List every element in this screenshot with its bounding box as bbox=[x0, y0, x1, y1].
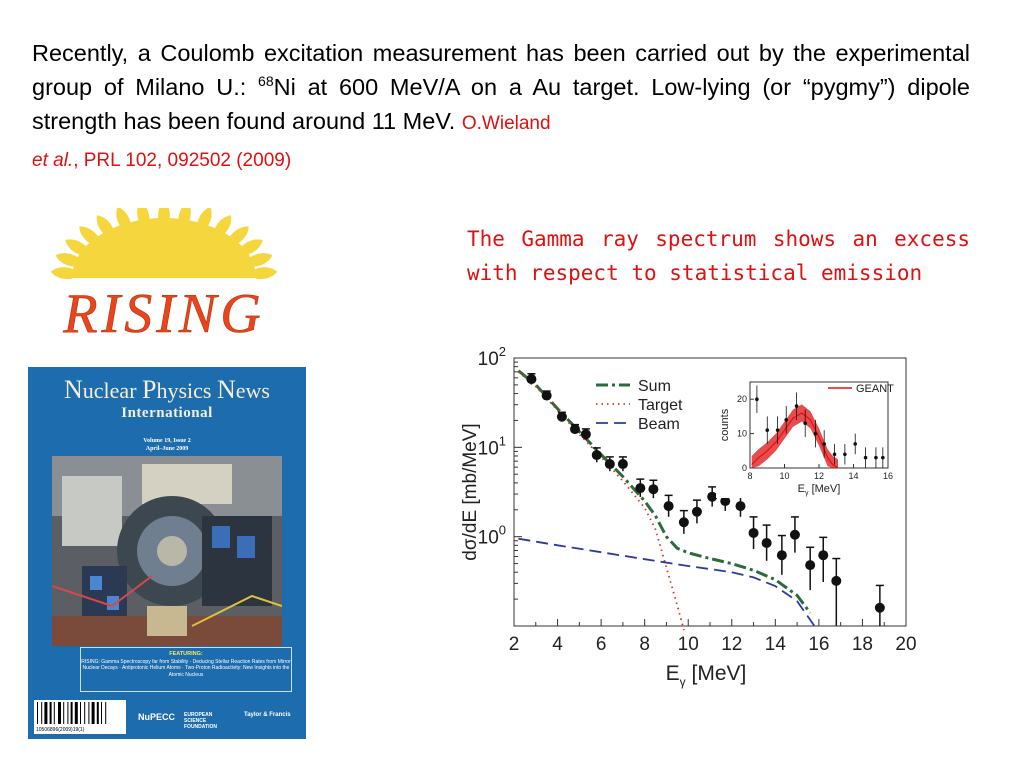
inset-x-tick-label: 14 bbox=[848, 471, 858, 481]
y-tick-label: 100 bbox=[478, 523, 506, 549]
cover-volume: Volume 19, Issue 2 April–June 2009 bbox=[143, 438, 191, 452]
x-axis-label: Eγ [MeV] bbox=[666, 662, 747, 689]
y-tick-label: 102 bbox=[478, 344, 506, 370]
x-tick-label: 10 bbox=[678, 634, 699, 655]
esf-logo: EUROPEAN SCIENCE FOUNDATION bbox=[184, 712, 217, 730]
legend-label-sum: Sum bbox=[638, 378, 671, 395]
series-line-target bbox=[517, 371, 685, 631]
cover-featuring-box: FEATURING: RISING: Gamma Spectroscopy far… bbox=[80, 647, 292, 692]
reference-author: O.Wieland bbox=[461, 113, 551, 134]
data-point bbox=[818, 550, 829, 561]
data-point bbox=[604, 459, 615, 470]
inset-x-axis-label: Eγ [MeV] bbox=[798, 483, 841, 497]
inset-data-point bbox=[832, 452, 837, 457]
inset-data-point bbox=[874, 455, 878, 460]
inset-y-tick-label: 10 bbox=[737, 429, 747, 439]
data-point bbox=[735, 501, 746, 512]
data-point bbox=[648, 484, 659, 495]
x-tick-label: 8 bbox=[639, 634, 650, 655]
data-point bbox=[541, 390, 552, 401]
rising-logo: RISING bbox=[50, 208, 278, 345]
inset-data-point bbox=[822, 442, 826, 446]
data-point bbox=[761, 537, 772, 548]
legend-label-target: Target bbox=[638, 397, 683, 414]
data-point bbox=[707, 491, 718, 502]
x-tick-label: 2 bbox=[509, 634, 520, 655]
data-point bbox=[580, 429, 591, 440]
reference-journal: , PRL 102, 092502 (2009) bbox=[73, 150, 292, 171]
isotope-mass-number: 68 bbox=[258, 73, 274, 89]
inset-data-point bbox=[775, 428, 780, 432]
cover-footer: 10506896(2009)19(1) NuPECC EUROPEAN SCIE… bbox=[34, 700, 300, 734]
data-point bbox=[789, 529, 800, 540]
intro-text-1: Recently, a Coulomb excitation measureme… bbox=[32, 40, 970, 100]
data-point bbox=[776, 550, 787, 561]
inset-y-tick-label: 0 bbox=[742, 463, 747, 473]
magazine-cover: Nuclear Physics News International Volum… bbox=[28, 367, 306, 739]
x-tick-label: 18 bbox=[852, 634, 873, 655]
data-point bbox=[874, 602, 885, 613]
data-point bbox=[678, 517, 689, 528]
x-tick-label: 20 bbox=[895, 634, 916, 655]
x-tick-label: 4 bbox=[552, 634, 563, 655]
data-point bbox=[556, 411, 567, 422]
cover-subtitle: International bbox=[121, 405, 213, 421]
inset-data-point bbox=[755, 397, 759, 401]
inset-geant-band bbox=[751, 404, 838, 468]
inset-background bbox=[716, 374, 900, 498]
y-axis-label: dσ/dE [mb/MeV] bbox=[460, 423, 481, 560]
intro-paragraph: Recently, a Coulomb excitation measureme… bbox=[32, 36, 970, 178]
intro-text-2: Ni at 600 MeV/A on a Au target. Low-lyin… bbox=[32, 74, 970, 134]
data-point bbox=[617, 459, 628, 470]
cover-title: Nuclear Physics News bbox=[64, 375, 270, 404]
inset-data-point bbox=[794, 404, 799, 408]
data-point bbox=[831, 575, 842, 586]
barcode: 10506896(2009)19(1) bbox=[34, 700, 126, 734]
data-point bbox=[691, 506, 702, 517]
inset-legend-label: GEANT bbox=[856, 383, 894, 395]
data-point bbox=[569, 424, 580, 435]
data-point bbox=[748, 527, 759, 538]
detector-photo bbox=[52, 456, 282, 646]
inset-data-point bbox=[803, 421, 807, 426]
data-point bbox=[805, 560, 816, 571]
nupecc-logo: NuPECC bbox=[138, 712, 176, 722]
inset-x-tick-label: 10 bbox=[779, 471, 789, 481]
x-tick-label: 6 bbox=[596, 634, 607, 655]
inset-data-point bbox=[784, 418, 789, 422]
data-point bbox=[526, 374, 537, 385]
data-point bbox=[635, 483, 646, 494]
x-tick-label: 16 bbox=[808, 634, 829, 655]
reference: O.Wieland et al., PRL 102, 092502 (2009) bbox=[32, 113, 551, 171]
taylor-francis-logo: Taylor & Francis bbox=[244, 712, 291, 718]
x-tick-label: 14 bbox=[765, 634, 787, 655]
legend-label-beam: Beam bbox=[638, 416, 680, 433]
logo-text: RISING bbox=[62, 283, 264, 345]
inset-data-point bbox=[765, 428, 770, 432]
x-tick-label: 12 bbox=[721, 634, 742, 655]
inset-data-point bbox=[843, 452, 847, 457]
data-point bbox=[591, 450, 602, 461]
inset-x-tick-label: 12 bbox=[814, 471, 824, 481]
series-line-beam bbox=[518, 537, 816, 627]
inset-data-point bbox=[813, 431, 818, 436]
inset-y-axis-label: counts bbox=[719, 408, 731, 441]
sun-icon bbox=[50, 208, 278, 280]
inset-data-point bbox=[853, 442, 858, 446]
inset-data-point bbox=[881, 455, 885, 460]
inset-y-tick-label: 20 bbox=[737, 394, 747, 404]
inset-x-tick-label: 8 bbox=[747, 471, 752, 481]
inset-x-tick-label: 16 bbox=[883, 471, 893, 481]
inset-geant-line bbox=[751, 412, 839, 469]
y-tick-label: 101 bbox=[478, 433, 506, 459]
data-point bbox=[720, 496, 731, 507]
inset-data-point bbox=[863, 455, 868, 460]
reference-etal: et al. bbox=[32, 150, 74, 171]
data-point bbox=[663, 501, 674, 512]
spectrum-note: The Gamma ray spectrum shows an excess w… bbox=[467, 227, 970, 285]
